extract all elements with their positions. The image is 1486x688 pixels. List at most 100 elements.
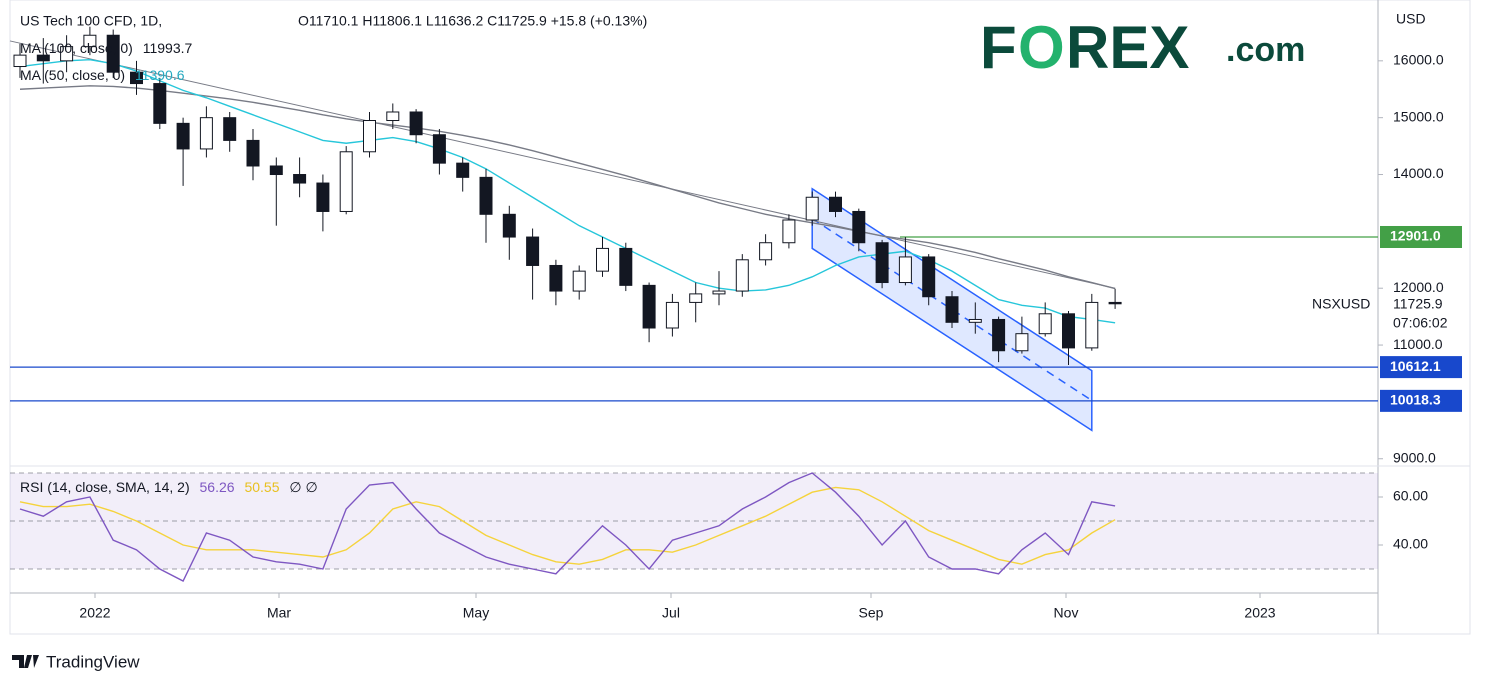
candle-body — [526, 236, 540, 266]
ma50-value: 11390.6 — [135, 67, 185, 83]
trendline — [9, 40, 1116, 289]
candle-body — [782, 219, 796, 244]
x-tick-label: Jul — [662, 605, 680, 621]
candle-body — [386, 111, 400, 122]
candle-body — [549, 264, 563, 292]
candle-body — [642, 284, 656, 329]
candle-body — [665, 301, 679, 329]
candle-body — [852, 210, 866, 244]
rsi-legend: RSI (14, close, SMA, 14, 2) 56.26 50.55 … — [20, 479, 318, 495]
candle-body — [106, 34, 120, 73]
symbol-title: US Tech 100 CFD, 1D, — [20, 13, 162, 29]
ma100-value: 11993.7 — [143, 40, 193, 56]
candle-body — [712, 290, 726, 295]
candle-body — [968, 318, 982, 323]
rsi-extra: ∅ ∅ — [289, 479, 317, 495]
candle-body — [1062, 313, 1075, 349]
candle-body — [596, 247, 609, 272]
candle-body — [619, 247, 633, 286]
y-tick-label: 11000.0 — [1393, 336, 1443, 352]
candle-body — [479, 176, 493, 215]
x-tick-label: Mar — [267, 605, 291, 621]
symbol-label: NSXUSD — [1312, 296, 1370, 312]
rsi-line — [19, 486, 1116, 565]
x-tick-label: 2022 — [79, 605, 110, 621]
x-tick-label: May — [463, 605, 489, 621]
y-tick-label: 9000.0 — [1393, 449, 1436, 465]
y-tick-label: 14000.0 — [1393, 165, 1444, 181]
y-tick-label: 60.00 — [1393, 488, 1428, 504]
candle-body — [805, 196, 819, 221]
candle-body — [293, 174, 307, 184]
candle-body — [223, 117, 237, 141]
rsi-sma-value: 50.55 — [244, 479, 279, 495]
x-tick-label: 2023 — [1244, 605, 1275, 621]
ma100-name: MA (100, close, 0) — [20, 40, 133, 56]
candle-body — [83, 34, 97, 48]
level-label: 12901.0 — [1390, 228, 1441, 244]
candle-body — [339, 151, 353, 212]
rsi-line — [19, 472, 1116, 582]
candle-body — [456, 162, 470, 178]
footer: TradingView — [46, 652, 140, 671]
x-tick-label: Nov — [1054, 605, 1079, 621]
ohlc-header: O11710.1 H11806.1 L11636.2 C11725.9 +15.… — [298, 13, 647, 29]
candle-body — [176, 122, 190, 150]
logo-part: F — [980, 14, 1017, 81]
candle-body — [689, 293, 703, 303]
y-tick-label: 40.00 — [1393, 536, 1428, 552]
candle-body — [1038, 313, 1052, 335]
candle-body — [269, 165, 283, 176]
candle-body — [992, 318, 1006, 352]
logo-part: O — [1018, 14, 1065, 81]
candle-body — [572, 270, 586, 292]
level-label-bg — [1380, 389, 1462, 412]
candle-body — [130, 71, 143, 85]
ma100-legend: MA (100, close, 0) 11993.7 — [20, 40, 193, 56]
candle-body — [153, 83, 167, 124]
y-tick-label: 12000.0 — [1393, 279, 1444, 295]
rsi-title: RSI (14, close, SMA, 14, 2) — [20, 479, 190, 495]
candle-body — [1085, 301, 1099, 349]
level-label: 10018.3 — [1390, 392, 1441, 408]
rsi-value: 56.26 — [200, 479, 235, 495]
candle-body — [199, 117, 213, 150]
candle-body — [1108, 301, 1122, 305]
level-label: 10612.1 — [1390, 358, 1441, 374]
frame — [9, 0, 1471, 635]
candle-body — [13, 54, 27, 68]
candle-body — [945, 296, 959, 323]
countdown: 07:06:02 — [1393, 315, 1448, 331]
candle-body — [875, 242, 889, 284]
currency: USD — [1396, 11, 1426, 27]
y-tick-label: 16000.0 — [1393, 52, 1444, 68]
logo-part: .com — [1226, 31, 1305, 69]
candle-body — [60, 46, 74, 62]
tv-icon — [12, 655, 39, 668]
candle-body — [502, 213, 516, 238]
candle-body — [735, 259, 749, 292]
candle-body — [898, 256, 912, 284]
level-label-bg — [1380, 225, 1462, 248]
candle-body — [759, 242, 773, 261]
plot: 16000.0 15000.0 14000.0 12000.0 11000.0 9000.… — [9, 26, 1462, 621]
tv-logo: TradingView — [12, 652, 140, 671]
ma50-name: MA (50, close, 0) — [20, 67, 125, 83]
candle-body — [409, 111, 423, 136]
candle-body — [829, 196, 842, 212]
candle-body — [246, 139, 260, 167]
last-price: 11725.9 — [1393, 296, 1443, 312]
candle-body — [922, 256, 936, 298]
candle-body — [316, 182, 330, 212]
candle-body — [363, 120, 376, 153]
level-label-bg — [1380, 356, 1462, 379]
candle-body — [1015, 333, 1029, 352]
ma-line — [19, 85, 1116, 290]
ma50-legend: MA (50, close, 0) 11390.6 — [20, 67, 185, 83]
candle-body — [36, 54, 50, 62]
candle-body — [432, 134, 446, 164]
x-tick-label: Sep — [859, 605, 884, 621]
logo-part: REX — [1066, 14, 1189, 81]
y-tick-label: 15000.0 — [1393, 108, 1444, 124]
